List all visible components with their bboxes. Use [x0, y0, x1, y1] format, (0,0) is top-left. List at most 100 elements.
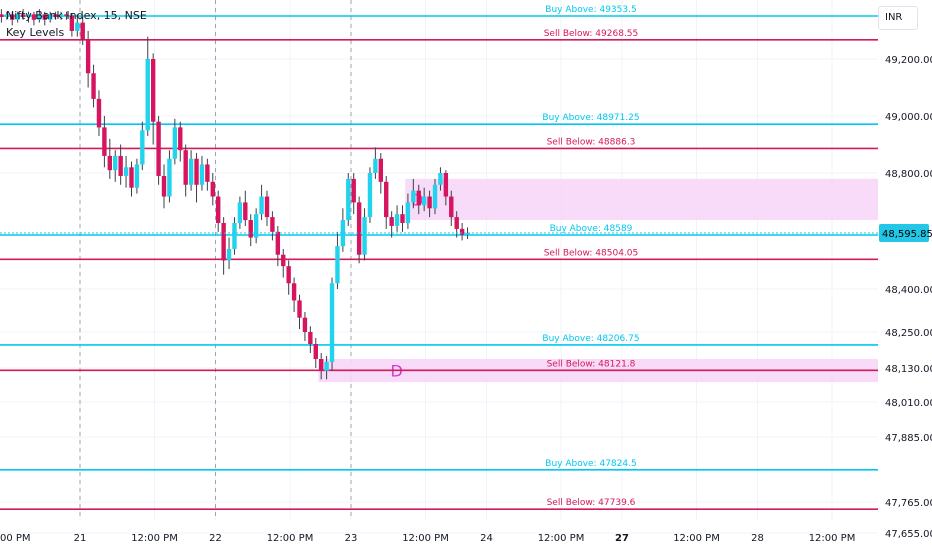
candle-down — [150, 59, 156, 122]
candle-down — [31, 14, 37, 20]
candle-down — [102, 127, 107, 156]
candle-up — [438, 173, 443, 185]
currency-button[interactable]: INR — [878, 6, 918, 30]
current-price-tag — [879, 224, 929, 243]
candle-down — [416, 190, 421, 206]
candle-down — [443, 173, 449, 197]
key-level-label-buy: Buy Above: 48206.75 — [542, 334, 639, 344]
candle-down — [96, 98, 102, 128]
candle-down — [297, 300, 302, 318]
time-tick-label: 24 — [480, 533, 493, 544]
candle-up — [373, 158, 378, 173]
time-tick-label: 12:00 PM — [538, 533, 585, 544]
candle-down — [85, 39, 91, 74]
time-tick-label: 12:00 PM — [402, 533, 449, 544]
price-tick-label: 48,400.00 — [885, 285, 932, 296]
key-level-label-sell: Sell Below: 47739.6 — [547, 498, 636, 508]
candle-down — [454, 217, 459, 229]
candle-down — [243, 202, 248, 221]
key-level-label-buy: Buy Above: 48971.25 — [542, 113, 639, 123]
time-tick-label: 23 — [345, 533, 358, 544]
candle-up — [47, 14, 53, 20]
candle-down — [178, 127, 183, 151]
key-level-label-buy: Buy Above: 47824.5 — [545, 459, 636, 469]
time-tick-label: 12:00 PM — [809, 533, 856, 544]
candle-up — [140, 130, 145, 165]
candle-up — [188, 158, 194, 185]
candle-down — [129, 167, 134, 188]
candle-down — [216, 196, 221, 223]
candle-down — [161, 175, 167, 197]
candle-up — [15, 14, 20, 20]
candle-up — [421, 196, 427, 206]
candle-down — [351, 178, 356, 203]
candle-down — [449, 196, 454, 218]
symbol-title: Nifty Bank Index, 15, NSE — [6, 9, 147, 22]
candle-down — [302, 317, 308, 332]
candle-up — [367, 173, 373, 218]
candle-down — [64, 14, 69, 16]
candle-down — [20, 14, 26, 17]
candle-down — [427, 196, 432, 209]
key-level-label-sell: Sell Below: 49268.55 — [544, 29, 639, 39]
candle-up — [113, 155, 118, 171]
price-tick-label: 47,765.00 — [885, 498, 932, 509]
candle-up — [237, 202, 243, 223]
candle-down — [308, 332, 313, 344]
candle-down — [270, 217, 275, 232]
candle-down — [107, 155, 113, 171]
candle-up — [253, 214, 259, 238]
candle-down — [210, 181, 215, 197]
candle-down — [91, 73, 96, 99]
candle-up — [134, 164, 140, 188]
candle-up — [411, 190, 416, 203]
candle-up — [432, 184, 438, 209]
candle-down — [313, 344, 318, 359]
candle-up — [167, 158, 172, 197]
candle-up — [394, 214, 400, 226]
time-tick-label: 12:00 PM — [673, 533, 720, 544]
candle-up — [37, 14, 42, 20]
candle-down — [275, 231, 281, 255]
candle-up — [226, 249, 232, 261]
candle-up — [335, 246, 340, 284]
candle-down — [42, 14, 47, 20]
candle-down — [0, 14, 4, 17]
demand-zone — [405, 178, 878, 221]
candle-up — [259, 196, 264, 215]
candle-down — [459, 228, 465, 235]
candle-down — [318, 359, 324, 371]
price-tick-label: 48,130.00 — [885, 364, 932, 375]
candle-down — [183, 150, 188, 185]
time-tick-label: 27 — [615, 533, 629, 544]
price-tick-label: 48,010.00 — [885, 398, 932, 409]
candle-up — [324, 362, 329, 371]
candle-up — [465, 233, 470, 235]
candle-up — [4, 14, 10, 17]
time-tick-label: 28 — [751, 533, 764, 544]
candle-down — [378, 158, 384, 182]
candle-up — [329, 283, 335, 362]
price-tick-label: 48,250.00 — [885, 328, 932, 339]
candle-down — [264, 196, 270, 218]
candle-down — [400, 214, 405, 223]
key-level-label-buy: Buy Above: 49353.5 — [545, 5, 636, 15]
time-tick-label: 12:00 PM — [267, 533, 314, 544]
candle-up — [26, 14, 31, 17]
candle-down — [291, 283, 297, 301]
candle-down — [281, 254, 286, 267]
candle-down — [118, 155, 123, 176]
candle-down — [80, 22, 85, 40]
candle-up — [362, 217, 367, 255]
candle-up — [123, 167, 129, 176]
candle-down — [156, 121, 161, 176]
candle-up — [346, 178, 351, 221]
price-tick-label: 47,885.00 — [885, 433, 932, 444]
candle-down — [286, 266, 291, 284]
candle-down — [221, 223, 226, 261]
candle-up — [58, 14, 64, 17]
price-tick-label: 49,200.00 — [885, 55, 932, 66]
candle-down — [248, 220, 253, 238]
price-tick-label: 49,000.00 — [885, 112, 932, 123]
